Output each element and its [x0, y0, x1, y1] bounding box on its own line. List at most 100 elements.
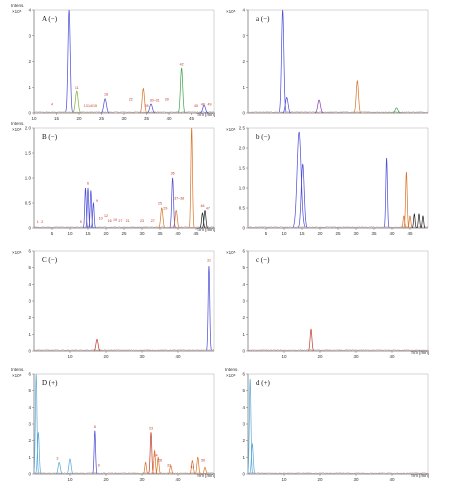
x-tick-label: 10: [281, 354, 287, 359]
y-tick-label: 3: [28, 299, 31, 304]
x-tick-label: 10: [281, 477, 287, 482]
y-axis-exponent: ×10⁶: [226, 373, 236, 378]
plot-frame: [247, 127, 429, 229]
y-tick-label: 5: [28, 265, 31, 270]
plot-frame: [33, 373, 215, 475]
plot-frame: [33, 127, 215, 229]
baseline-trace: [247, 472, 429, 474]
x-tick-label: 45: [407, 231, 413, 236]
panel-label: C (−): [42, 256, 58, 264]
chromatogram-peak: [383, 157, 390, 228]
y-tick-label: 4: [28, 405, 31, 410]
x-tick-label: 35: [157, 231, 163, 236]
baseline-trace: [247, 472, 429, 474]
panel-label: A (−): [42, 15, 58, 23]
plot-frame: [247, 9, 429, 114]
chromatogram-peak: [401, 215, 407, 229]
panel-label: d (+): [256, 379, 271, 387]
baseline-trace: [33, 349, 215, 351]
peak-label: 25: [158, 202, 162, 206]
peak-label: 36: [171, 172, 175, 176]
chromatogram-peak: [199, 104, 209, 114]
y-axis-label: Intens.: [225, 367, 239, 372]
chromatogram-peak: [298, 163, 308, 228]
peak-label: 46: [200, 204, 204, 208]
chromatogram-peak: [90, 201, 96, 228]
chromatogram-peak: [72, 90, 82, 114]
chromatogram-peak: [155, 456, 161, 475]
panel-label: c (−): [256, 256, 270, 264]
chromatogram-peak: [146, 103, 156, 114]
peak-label: 50: [201, 458, 205, 462]
chromatogram-peak: [66, 458, 74, 475]
y-tick-label: 4: [28, 282, 31, 287]
y-axis-label: Intens.: [11, 3, 25, 8]
chromatogram-peak: [65, 9, 73, 112]
x-tick-label: 15: [299, 231, 305, 236]
y-tick-label: 6: [28, 249, 31, 254]
y-tick-label: 3: [28, 33, 31, 38]
x-axis-label: Tim [min]: [197, 473, 215, 478]
x-tick-label: 40: [389, 477, 395, 482]
chromatogram-peak: [202, 209, 208, 229]
x-tick-label: 30: [353, 354, 359, 359]
peak-label: 31: [207, 259, 211, 263]
baseline-trace: [247, 349, 429, 352]
y-tick-label: 1.5: [239, 166, 246, 171]
chart-panel: C (−) ×10⁶ 0 1 2 3 4 5 6 10 20 30 40 31: [12, 249, 215, 359]
x-tick-label: 5: [265, 231, 268, 236]
y-axis-exponent: ×10⁶: [12, 250, 22, 255]
y-tick-label: 1: [28, 455, 31, 460]
y-tick-label: 1.0: [25, 176, 32, 181]
y-tick-label: 3: [28, 422, 31, 427]
peak-label: 16: [108, 219, 112, 223]
y-tick-label: 2.5: [239, 126, 246, 131]
chromatogram-peak: [202, 466, 208, 475]
y-tick-label: 0.5: [25, 201, 32, 206]
panel-label: a (−): [256, 15, 270, 23]
peak-label: 9: [98, 463, 100, 467]
peak-label: 23: [140, 219, 144, 223]
peak-label: 18: [104, 92, 108, 96]
chromatogram-peak: [314, 99, 324, 114]
plot-frame: [247, 250, 429, 352]
chromatogram-peak: [143, 461, 149, 475]
x-tick-label: 25: [99, 116, 105, 121]
x-tick-label: 30: [353, 231, 359, 236]
x-tick-label: 25: [121, 231, 127, 236]
y-tick-label: 4: [242, 8, 245, 13]
chromatogram-peak: [407, 215, 413, 229]
baseline-trace: [33, 349, 215, 351]
y-tick-label: 0: [28, 111, 31, 116]
y-tick-label: 1.0: [239, 186, 246, 191]
panel-label: D (+): [42, 379, 58, 387]
x-tick-label: 30: [353, 477, 359, 482]
y-tick-label: 1: [28, 85, 31, 90]
x-axis-label: Tim [min]: [197, 227, 215, 232]
x-tick-label: 25: [335, 231, 341, 236]
peak-label: 24: [154, 453, 158, 457]
x-tick-label: 5: [51, 231, 54, 236]
y-axis-exponent: ×10⁵: [226, 250, 236, 255]
peak-label: 45: [194, 104, 198, 108]
chromatogram-peak: [403, 171, 410, 228]
y-tick-label: 3: [242, 422, 245, 427]
chromatogram-peak: [158, 207, 166, 229]
peak-label: 3: [56, 457, 58, 461]
chromatogram-peak: [177, 67, 186, 113]
peak-label: 8: [94, 425, 96, 429]
peak-label: 23: [149, 427, 153, 431]
chromatogram-peak: [308, 328, 314, 352]
chart-panel: d (+) Intens.×10⁶ 0 1 2 3 4 5 6 10 20 30 40 Tim [min]: [225, 367, 429, 482]
x-tick-label: 20: [103, 231, 109, 236]
x-tick-label: 30: [139, 231, 145, 236]
y-axis-exponent: ×10⁶: [12, 127, 22, 132]
y-tick-label: 2: [242, 315, 245, 320]
y-tick-label: 2.0: [25, 126, 32, 131]
x-tick-label: 45: [189, 116, 195, 121]
y-tick-label: 2: [28, 315, 31, 320]
x-tick-label: 20: [103, 354, 109, 359]
chromatogram-peak: [292, 131, 306, 228]
